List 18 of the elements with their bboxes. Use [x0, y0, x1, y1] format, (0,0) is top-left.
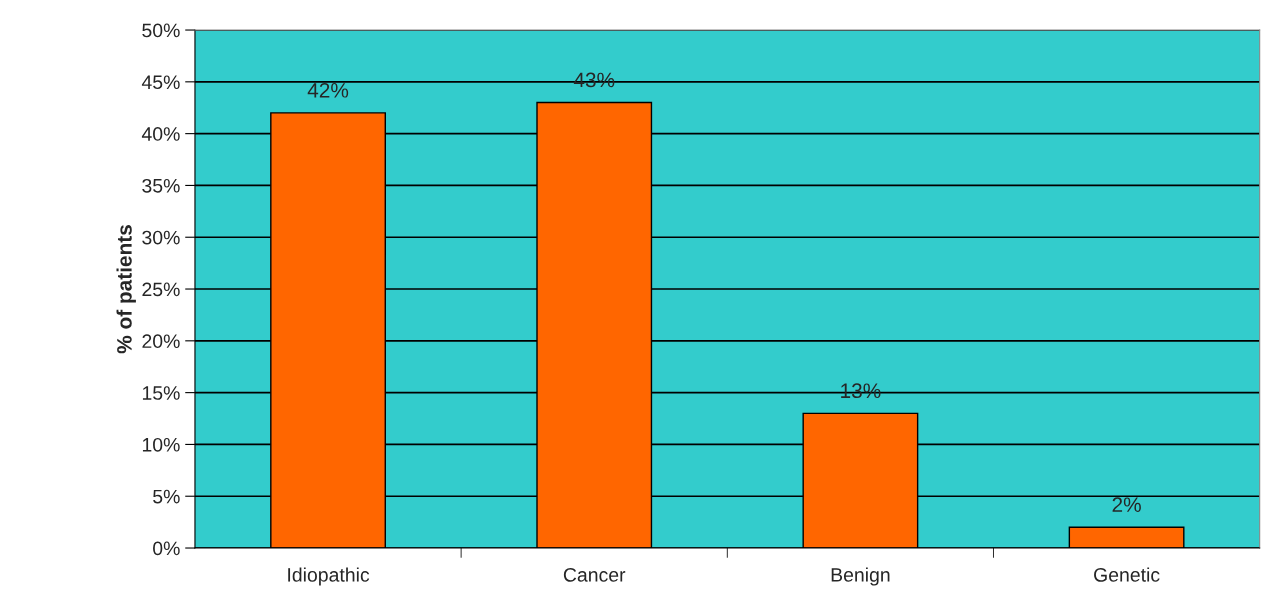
- y-tick-label: 50%: [142, 23, 180, 38]
- y-tick-label: 20%: [142, 334, 180, 349]
- y-tick-label: 15%: [142, 386, 180, 400]
- y-tick-label: 10%: [142, 437, 180, 452]
- x-tick-label: Benign: [831, 567, 890, 586]
- data-label: 2%: [1112, 497, 1141, 512]
- x-tick-label: Cancer: [563, 567, 626, 582]
- y-tick-label: 35%: [142, 178, 180, 193]
- y-tick-label: 5%: [153, 489, 180, 504]
- y-tick-label: 40%: [141, 127, 180, 141]
- y-axis-title: % of patients: [116, 225, 136, 354]
- y-tick-label: 0%: [153, 541, 180, 556]
- x-tick-label: Idiopathic: [288, 567, 370, 586]
- y-tick-label: 25%: [142, 282, 180, 297]
- y-tick-label: 30%: [142, 230, 180, 245]
- data-label: 42%: [307, 82, 349, 98]
- y-tick-label: 45%: [141, 75, 180, 90]
- x-tick-label: Genetic: [1094, 567, 1160, 582]
